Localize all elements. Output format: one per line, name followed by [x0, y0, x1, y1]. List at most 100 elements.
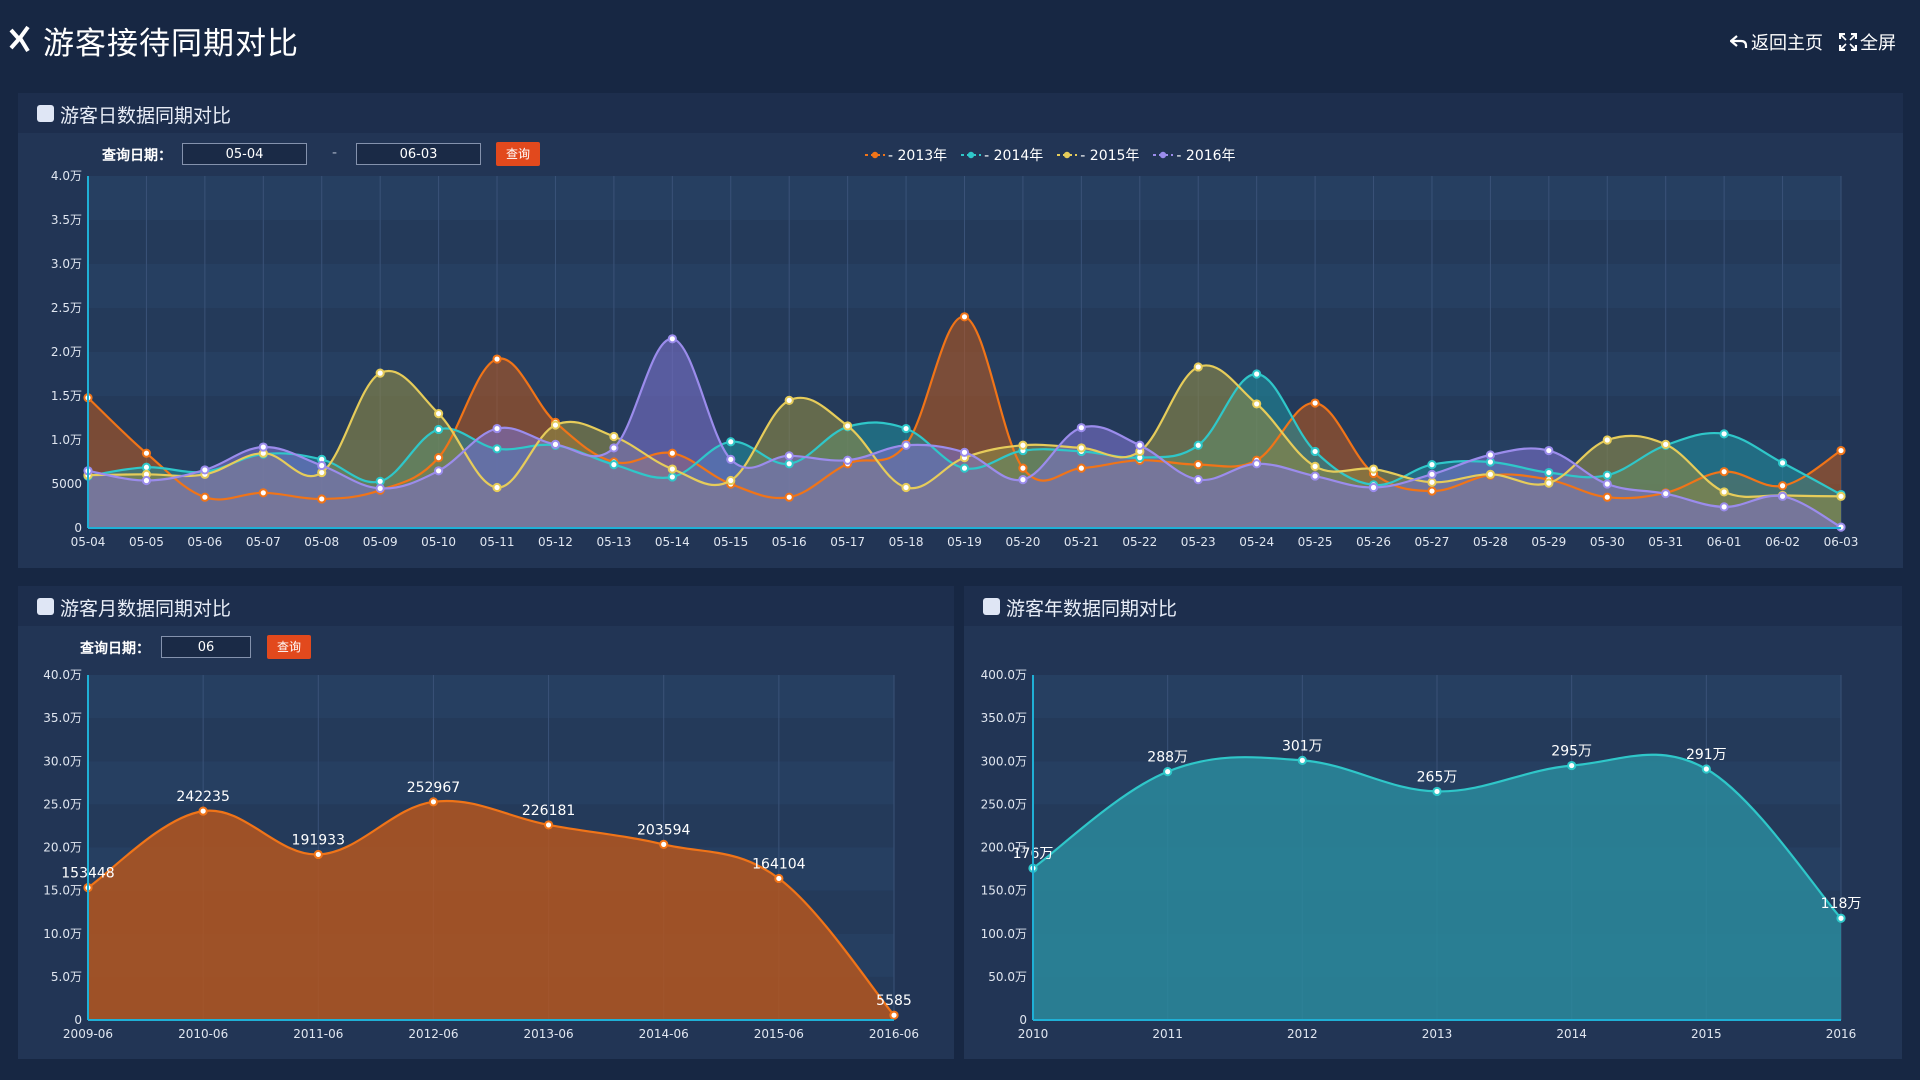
x-tick-label: 2012-06 [408, 1027, 458, 1041]
data-label: 226181 [522, 803, 575, 819]
panel-square-icon [983, 598, 1000, 615]
data-point [1661, 489, 1671, 499]
data-point [1719, 502, 1729, 512]
x-tick-label: 05-28 [1473, 535, 1508, 549]
y-tick-label: 0 [74, 521, 82, 535]
data-point [1252, 459, 1262, 469]
data-point [550, 439, 561, 449]
data-point [428, 797, 439, 807]
data-point [1544, 445, 1554, 456]
back-home-label: 返回主页 [1751, 33, 1823, 54]
x-tick-label: 06-03 [1824, 535, 1859, 549]
legend-item[interactable]: - 2014年 [961, 145, 1043, 165]
data-point [959, 463, 970, 473]
y-tick-label: 0 [1019, 1013, 1027, 1027]
x-tick-label: 2015 [1691, 1027, 1722, 1041]
data-point [1310, 446, 1320, 457]
data-point [901, 423, 911, 434]
legend-item[interactable]: - 2013年 [865, 145, 947, 165]
x-tick-label: 06-01 [1707, 535, 1742, 549]
series-area [88, 338, 1841, 528]
date-to-input[interactable] [356, 143, 481, 165]
data-point [1602, 492, 1612, 502]
data-point [609, 431, 619, 442]
page-header: 游客接待同期对比 返回主页 全屏 [0, 0, 1920, 82]
data-point [1018, 463, 1028, 473]
series-area [88, 800, 894, 1020]
data-point [1193, 460, 1203, 470]
data-point [1193, 440, 1203, 450]
data-point [726, 437, 736, 447]
grid-band [88, 718, 894, 762]
data-point [434, 424, 444, 435]
fullscreen-label: 全屏 [1860, 33, 1896, 54]
data-point [434, 453, 444, 463]
y-tick-label: 30.0万 [43, 754, 82, 768]
data-point [317, 494, 327, 504]
monthly-query-button[interactable]: 查询 [267, 635, 311, 659]
data-point [784, 451, 794, 461]
monthly-panel-title: 游客月数据同期对比 [60, 598, 232, 620]
data-point [726, 454, 736, 464]
yearly-panel-header: 游客年数据同期对比 [964, 586, 1902, 626]
x-tick-label: 05-09 [363, 535, 398, 549]
data-point [1018, 440, 1028, 450]
grid-band [88, 675, 894, 719]
data-point [1427, 486, 1437, 496]
data-point [434, 409, 444, 419]
data-point [1544, 478, 1554, 488]
y-tick-label: 35.0万 [43, 711, 82, 725]
monthly-query-label: 查询日期： [80, 641, 150, 657]
x-tick-label: 05-21 [1064, 535, 1099, 549]
y-tick-label: 50.0万 [988, 970, 1027, 984]
month-input[interactable] [161, 636, 251, 658]
data-point [1485, 450, 1496, 460]
x-tick-label: 05-18 [889, 535, 924, 549]
x-tick-label: 05-08 [304, 535, 339, 549]
legend-marker-icon [1153, 151, 1174, 159]
data-point [1427, 460, 1437, 470]
fullscreen-button[interactable]: 全屏 [1839, 29, 1896, 55]
data-point [200, 465, 210, 475]
monthly-panel: 游客月数据同期对比 查询日期： 查询 153448242235191933252… [18, 586, 954, 1059]
data-point [1076, 423, 1086, 433]
y-tick-label: 5.0万 [51, 970, 82, 984]
legend-item[interactable]: - 2015年 [1057, 145, 1139, 165]
data-point [1310, 461, 1320, 471]
data-label: 203594 [637, 822, 691, 838]
data-point [492, 354, 502, 364]
logo-icon [9, 25, 30, 53]
daily-query-button[interactable]: 查询 [496, 142, 540, 166]
x-tick-label: 05-06 [187, 535, 222, 549]
x-tick-label: 05-19 [947, 535, 982, 549]
back-home-button[interactable]: 返回主页 [1730, 29, 1823, 55]
x-tick-label: 05-15 [713, 535, 748, 549]
data-point [492, 482, 502, 493]
data-point [889, 1010, 899, 1020]
x-tick-label: 05-07 [246, 535, 281, 549]
x-tick-label: 05-10 [421, 535, 456, 549]
date-from-input[interactable] [182, 143, 307, 165]
fullscreen-icon [1839, 33, 1857, 51]
data-point [1252, 399, 1262, 409]
daily-panel-header: 游客日数据同期对比 [18, 93, 1903, 133]
data-label: 295万 [1551, 744, 1592, 760]
data-point [1018, 475, 1028, 485]
data-point [959, 447, 970, 457]
data-point [1427, 477, 1437, 487]
yearly-panel-title: 游客年数据同期对比 [1006, 598, 1178, 620]
data-label: 288万 [1147, 750, 1188, 766]
data-point [1432, 786, 1442, 797]
page-title: 游客接待同期对比 [43, 26, 299, 62]
x-tick-label: 06-02 [1765, 535, 1800, 549]
y-tick-label: 100.0万 [981, 927, 1027, 941]
legend-item[interactable]: - 2016年 [1153, 145, 1236, 165]
x-tick-label: 2016-06 [869, 1027, 919, 1041]
x-tick-label: 05-17 [830, 535, 865, 549]
daily-legend: - 2013年 - 2014年 - 2015年 - 2016年 [865, 145, 1250, 165]
data-point [1368, 464, 1379, 474]
data-point [1485, 469, 1496, 479]
data-point [726, 475, 736, 486]
data-point [1719, 429, 1729, 439]
x-tick-label: 2010-06 [178, 1027, 228, 1041]
